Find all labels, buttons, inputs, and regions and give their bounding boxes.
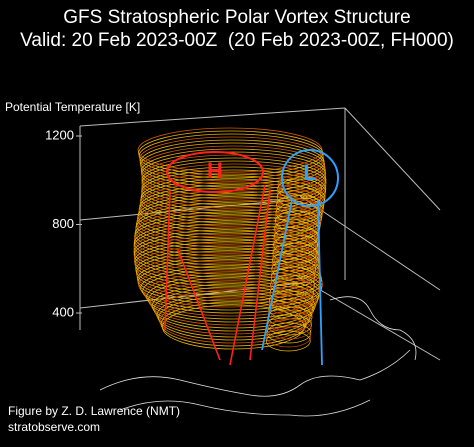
high-axis: [164, 189, 171, 331]
low-contour: [281, 149, 339, 207]
isosurface-contour: [133, 229, 319, 275]
isosurface-contour: [146, 274, 320, 320]
chart-subtitle: Valid: 20 Feb 2023-00Z (20 Feb 2023-00Z,…: [20, 30, 454, 51]
coastlines: [99, 296, 417, 417]
isosurface-contour: [138, 262, 323, 308]
isosurface-contour: [159, 298, 309, 344]
isosurface-contour: [141, 169, 327, 215]
isosurface-contour: [141, 151, 327, 197]
isosurface-contour: [133, 223, 319, 269]
low-axis: [317, 199, 323, 366]
isosurface-contour: [133, 232, 319, 278]
isosurface-contour: [265, 330, 311, 352]
isosurface-contour: [268, 294, 314, 316]
high-label: H: [207, 158, 223, 183]
y-tick-label: 800: [52, 216, 74, 231]
isosurface-contour: [266, 322, 312, 344]
isosurface-contour: [141, 166, 327, 212]
chart-title: GFS Stratospheric Polar Vortex Structure: [63, 7, 410, 28]
credit: stratobserve.com: [8, 420, 100, 434]
isosurface-contour: [133, 235, 319, 281]
low-label: L: [303, 160, 316, 185]
isosurface-contour: [133, 226, 319, 272]
y-axis-label: Potential Temperature [K]: [5, 100, 140, 114]
isosurface-contour: [156, 292, 312, 338]
isosurface-contour: [141, 160, 327, 206]
isosurface-contour: [140, 148, 326, 194]
credit: Figure by Z. D. Lawrence (NMT): [8, 404, 180, 418]
isosurface-contour: [266, 326, 311, 348]
isosurface-contour: [149, 280, 317, 326]
low-axis: [261, 199, 293, 351]
high-axis: [177, 249, 221, 361]
isosurface-contour: [141, 163, 327, 209]
isosurface-contour: [141, 154, 327, 200]
isosurface-contour: [140, 265, 323, 311]
y-tick-label: 400: [52, 304, 74, 319]
isosurface-contour: [160, 301, 307, 347]
high-contour: [166, 151, 264, 193]
isosurface-contour: [148, 277, 318, 323]
isosurface-contour: [266, 318, 312, 340]
y-tick-label: 1200: [45, 127, 74, 142]
isosurface-contour: [153, 286, 315, 332]
high-axis: [249, 189, 271, 361]
isosurface-contour: [151, 283, 316, 329]
high-axis: [229, 184, 266, 366]
isosurface-contour: [155, 289, 313, 335]
isosurface-contour: [141, 157, 327, 203]
